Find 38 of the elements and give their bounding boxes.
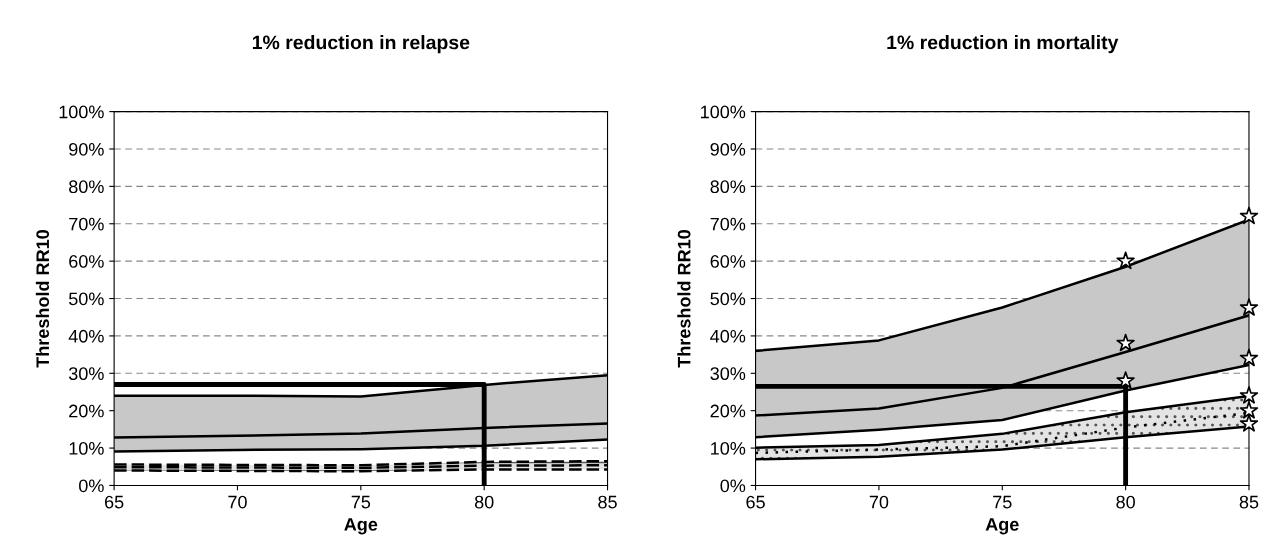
y-tick-label: 40%	[68, 329, 104, 343]
chart-title: 1% reduction in mortality	[887, 35, 1119, 54]
x-axis-title: Age	[985, 518, 1019, 535]
y-tick-label: 80%	[710, 180, 746, 194]
y-tick-label: 40%	[710, 329, 746, 343]
y-tick-label: 60%	[710, 255, 746, 268]
x-tick-label: 70	[228, 495, 247, 509]
y-tick-label: 90%	[710, 142, 746, 156]
y-tick-label: 70%	[710, 217, 746, 231]
x-tick-label: 65	[746, 495, 765, 509]
y-tick-label: 30%	[68, 367, 104, 381]
chart-title: 1% reduction in relapse	[252, 35, 470, 54]
y-tick-label: 80%	[69, 180, 104, 194]
y-tick-label: 20%	[69, 404, 104, 418]
y-tick-label: 50%	[68, 292, 104, 306]
y-tick-label: 50%	[710, 292, 746, 306]
x-tick-label: 65	[105, 495, 124, 509]
y-tick-label: 100%	[701, 105, 746, 119]
y-tick-label: 20%	[710, 404, 746, 418]
y-tick-label: 100%	[59, 105, 104, 119]
y-tick-label: 60%	[69, 255, 104, 268]
y-axis-title: Threshold RR10	[35, 230, 50, 368]
x-tick-label: 70	[869, 495, 889, 509]
y-tick-label: 0%	[79, 479, 104, 493]
y-tick-label: 90%	[69, 142, 104, 156]
x-axis-title: Age	[344, 518, 378, 535]
y-tick-label: 30%	[710, 367, 746, 381]
x-tick-label: 85	[1239, 495, 1259, 509]
x-tick-label: 85	[598, 495, 617, 509]
y-tick-label: 0%	[720, 479, 746, 493]
y-axis-title: Threshold RR10	[677, 230, 691, 368]
y-tick-label: 10%	[69, 442, 104, 455]
x-tick-label: 75	[351, 495, 371, 509]
x-tick-label: 75	[993, 495, 1012, 509]
x-tick-label: 80	[1116, 495, 1135, 509]
x-tick-label: 80	[474, 495, 494, 509]
y-tick-label: 10%	[711, 442, 746, 455]
y-tick-label: 70%	[69, 217, 104, 231]
